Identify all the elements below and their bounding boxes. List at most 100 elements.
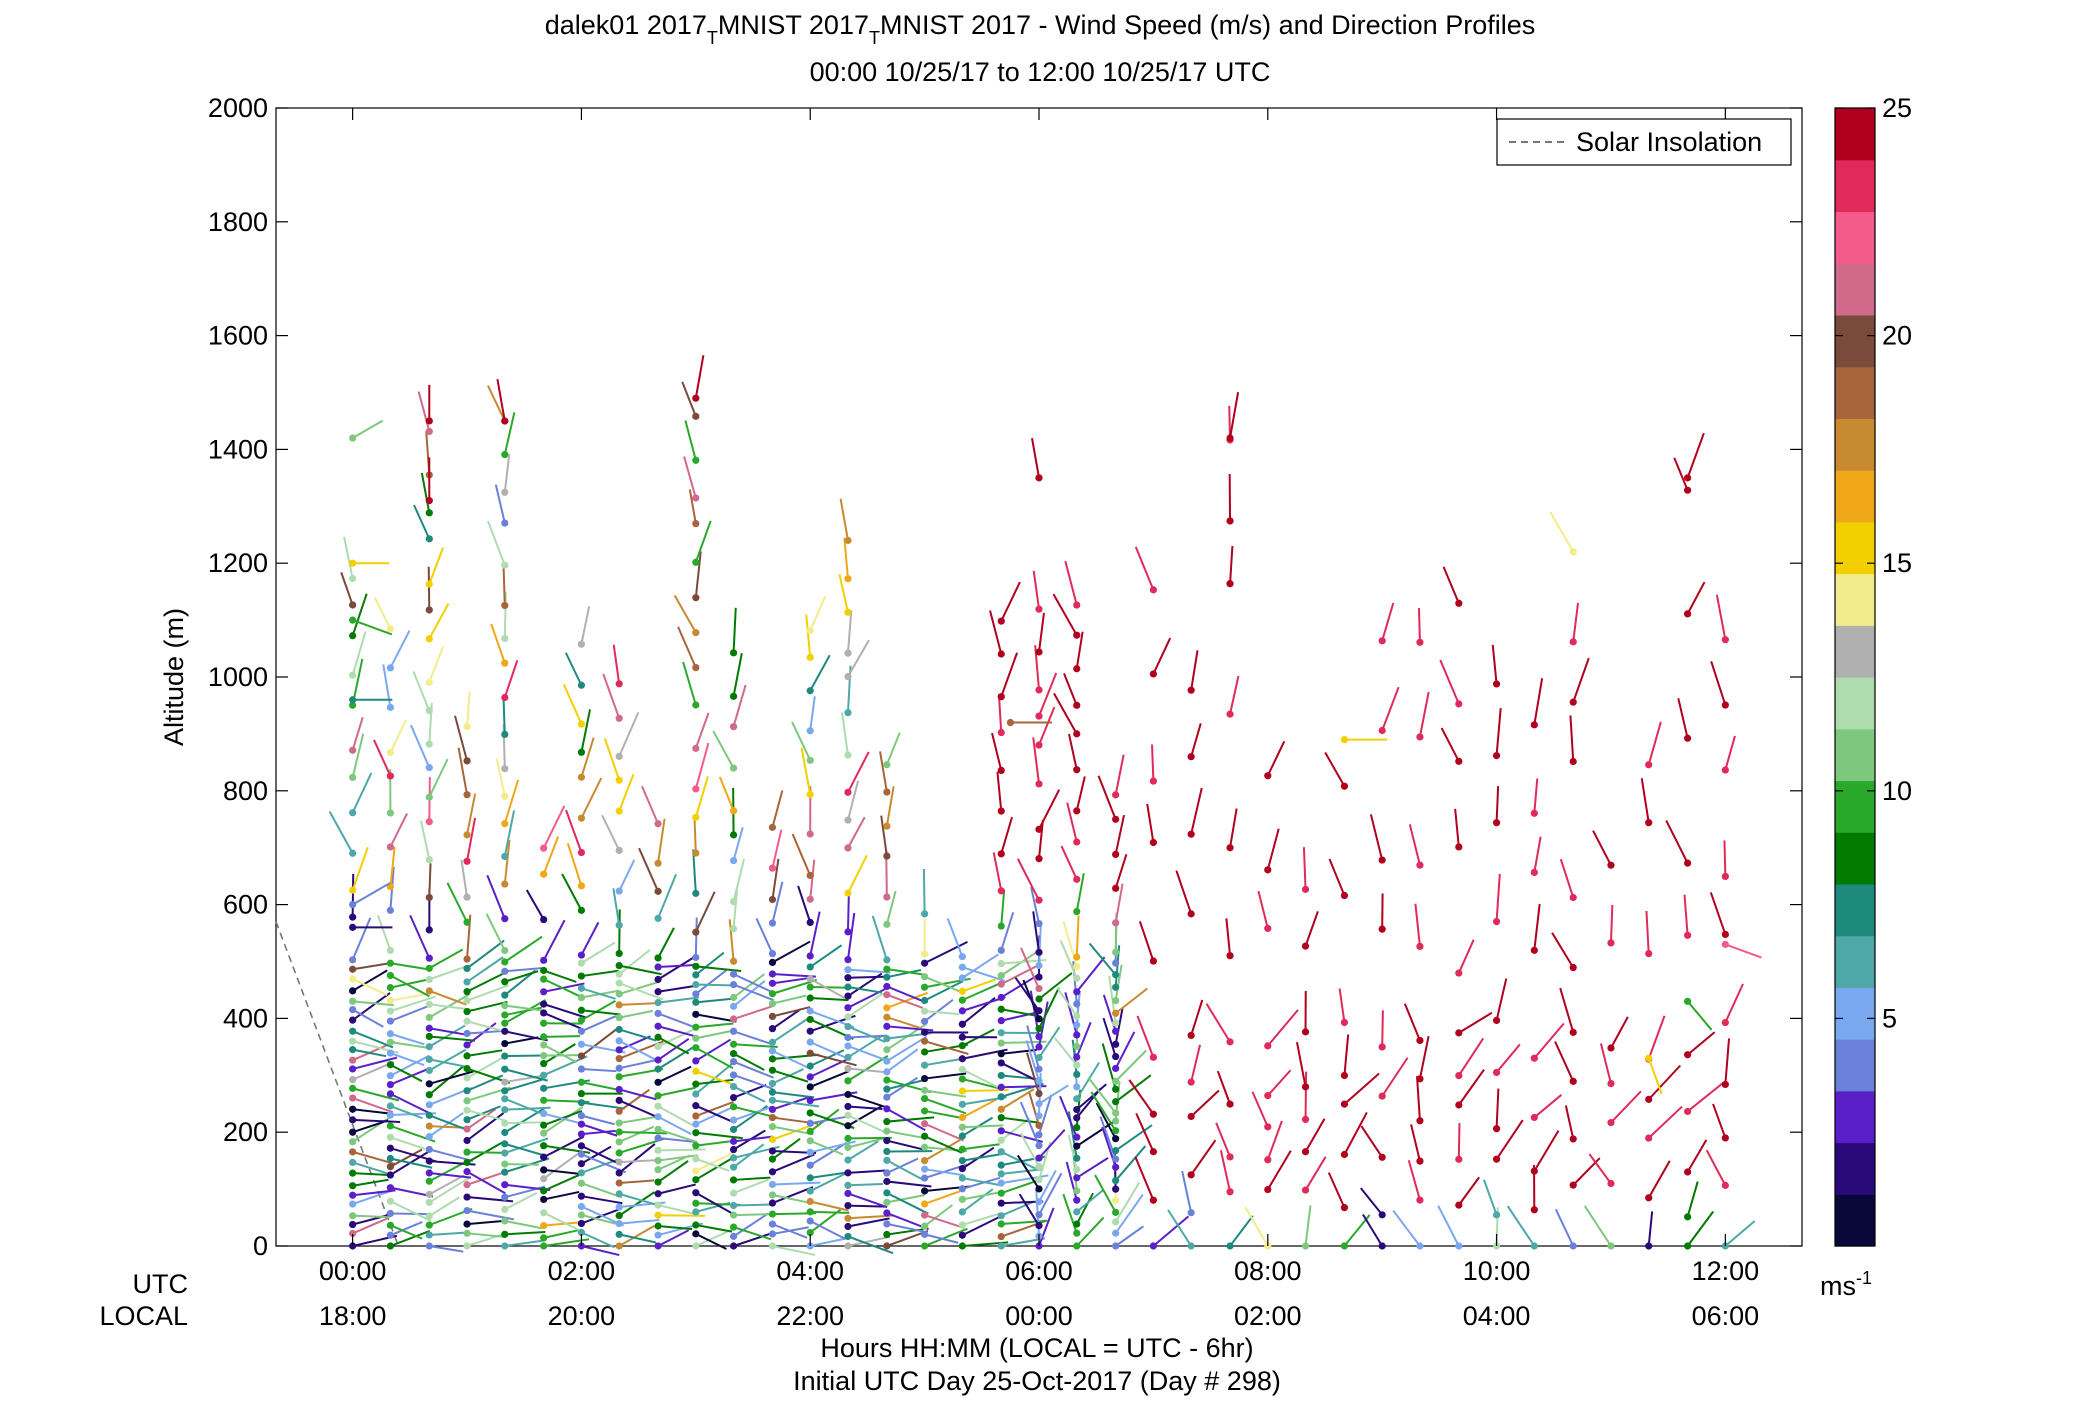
wind-barb-dot — [883, 1068, 891, 1076]
wind-barb-shaft — [1609, 904, 1614, 943]
wind-barb-shaft — [886, 1035, 928, 1063]
wind-barb-sample-dot — [1684, 997, 1692, 1005]
wind-barb-dot — [463, 978, 471, 986]
wind-barb-dot — [1035, 948, 1043, 956]
wind-barb-shaft — [847, 1093, 888, 1109]
wind-barb-shaft — [1324, 752, 1346, 787]
wind-barb-dot — [729, 1103, 738, 1111]
wind-barb-dot — [654, 998, 662, 1007]
wind-barb-shaft — [618, 1089, 650, 1113]
wind-barb-shaft — [1251, 1091, 1269, 1128]
wind-barb-dot — [883, 1046, 891, 1054]
wind-barb-dot — [349, 886, 357, 894]
wind-barb-shaft — [542, 836, 560, 875]
wind-barb-dot — [654, 1146, 662, 1154]
x-tick-label-utc: 04:00 — [776, 1256, 844, 1286]
wind-barb-dot — [692, 594, 700, 602]
wind-barb-shaft — [428, 758, 449, 798]
wind-barb-dot — [386, 1184, 394, 1192]
wind-barb-shaft — [486, 874, 506, 920]
wind-barb-dot — [615, 1046, 623, 1054]
wind-barb-dot — [921, 950, 929, 958]
wind-barb-dot — [425, 606, 433, 614]
wind-barb-dot — [1073, 1070, 1081, 1079]
wind-barb-dot — [1112, 850, 1120, 859]
wind-barb-dot — [1035, 1112, 1043, 1120]
wind-barb-shaft — [618, 712, 640, 757]
wind-barb-shaft — [429, 1171, 472, 1179]
wind-barb-shaft — [1495, 1043, 1521, 1074]
wind-barb-dot — [729, 1242, 738, 1250]
wind-barb-shaft — [838, 573, 849, 613]
wind-barb-dot — [883, 1022, 891, 1030]
wind-barb-shaft — [1495, 786, 1500, 823]
wind-barb-dot — [844, 649, 852, 657]
wind-barb-dot — [1530, 1206, 1538, 1214]
wind-barb-dot — [1264, 1185, 1272, 1194]
wind-barb-dot — [806, 1208, 814, 1216]
wind-barb-dot — [1416, 1157, 1424, 1165]
wind-barb-shaft — [543, 1149, 583, 1180]
wind-barb-dot — [540, 1129, 548, 1137]
wind-barb-shaft — [694, 712, 710, 749]
wind-barb-shaft — [695, 1013, 737, 1023]
wind-barb-dot — [883, 920, 891, 928]
wind-barb-dot — [844, 1189, 852, 1198]
colorbar-segment — [1835, 625, 1875, 678]
wind-barb-shaft — [772, 977, 810, 985]
wind-barb-dot — [1684, 1051, 1692, 1059]
wind-barb-dot — [1226, 1100, 1234, 1108]
wind-barb-dot — [577, 1211, 586, 1219]
wind-barb-shaft — [1114, 1181, 1141, 1223]
wind-barb-shaft — [543, 1035, 581, 1038]
wind-barb-shaft — [581, 1182, 623, 1199]
wind-barb-dot — [997, 887, 1005, 895]
wind-barb-dot — [654, 1231, 662, 1239]
wind-barb-shaft — [1001, 1008, 1039, 1018]
wind-barb-dot — [1073, 701, 1081, 709]
wind-barb-shaft — [924, 1089, 967, 1098]
wind-barb-shaft — [885, 732, 901, 766]
wind-barb-dot — [921, 1007, 929, 1015]
wind-barb-dot — [463, 1052, 471, 1060]
wind-barb-shaft — [886, 1076, 919, 1099]
wind-barb-dot — [768, 1220, 777, 1228]
wind-barb-shaft — [504, 1106, 547, 1134]
wind-barb-shaft — [1066, 802, 1078, 843]
wind-barb-dot — [386, 1061, 394, 1069]
wind-barb-shaft — [1152, 1215, 1190, 1247]
wind-barb-shaft — [1572, 657, 1590, 703]
wind-barb-shaft — [1136, 1015, 1155, 1058]
wind-barb-shaft — [566, 842, 583, 887]
wind-barb-shaft — [1060, 845, 1078, 880]
wind-barb-dot — [501, 1011, 509, 1019]
wind-barb-dot — [386, 1242, 394, 1250]
wind-barb-dot — [844, 788, 852, 796]
wind-barb-shaft — [886, 1048, 919, 1073]
wind-barb-dot — [615, 1054, 623, 1063]
wind-barb-dot — [577, 1112, 586, 1120]
wind-barb-dot — [729, 1015, 738, 1023]
wind-barb-shaft — [1533, 1022, 1565, 1059]
wind-barb-dot — [577, 951, 586, 959]
wind-barb-dot — [425, 580, 433, 588]
wind-barb-shaft — [1115, 987, 1148, 1015]
wind-barb-shaft — [1414, 903, 1421, 947]
wind-barb-dot — [615, 1212, 623, 1220]
wind-barb-shaft — [1506, 1205, 1536, 1247]
wind-barb-dot — [729, 1071, 738, 1079]
wind-barb-dot — [997, 993, 1005, 1002]
wind-barb-shaft — [504, 1191, 538, 1211]
wind-barb-shaft — [1075, 1192, 1094, 1225]
wind-barb-dot — [1264, 1042, 1272, 1050]
wind-barb-shaft — [809, 859, 816, 900]
wind-barb-shaft — [1038, 987, 1060, 1030]
x-tick-label-local: 22:00 — [776, 1301, 844, 1331]
wind-barb-dot — [844, 956, 852, 964]
wind-barb-dot — [883, 1220, 891, 1228]
wind-barb-dot — [1569, 1028, 1577, 1036]
wind-barb-shaft — [673, 595, 697, 634]
wind-barb-dot — [349, 671, 357, 679]
wind-barb-shaft — [924, 1097, 967, 1115]
wind-barb-dot — [615, 846, 623, 854]
